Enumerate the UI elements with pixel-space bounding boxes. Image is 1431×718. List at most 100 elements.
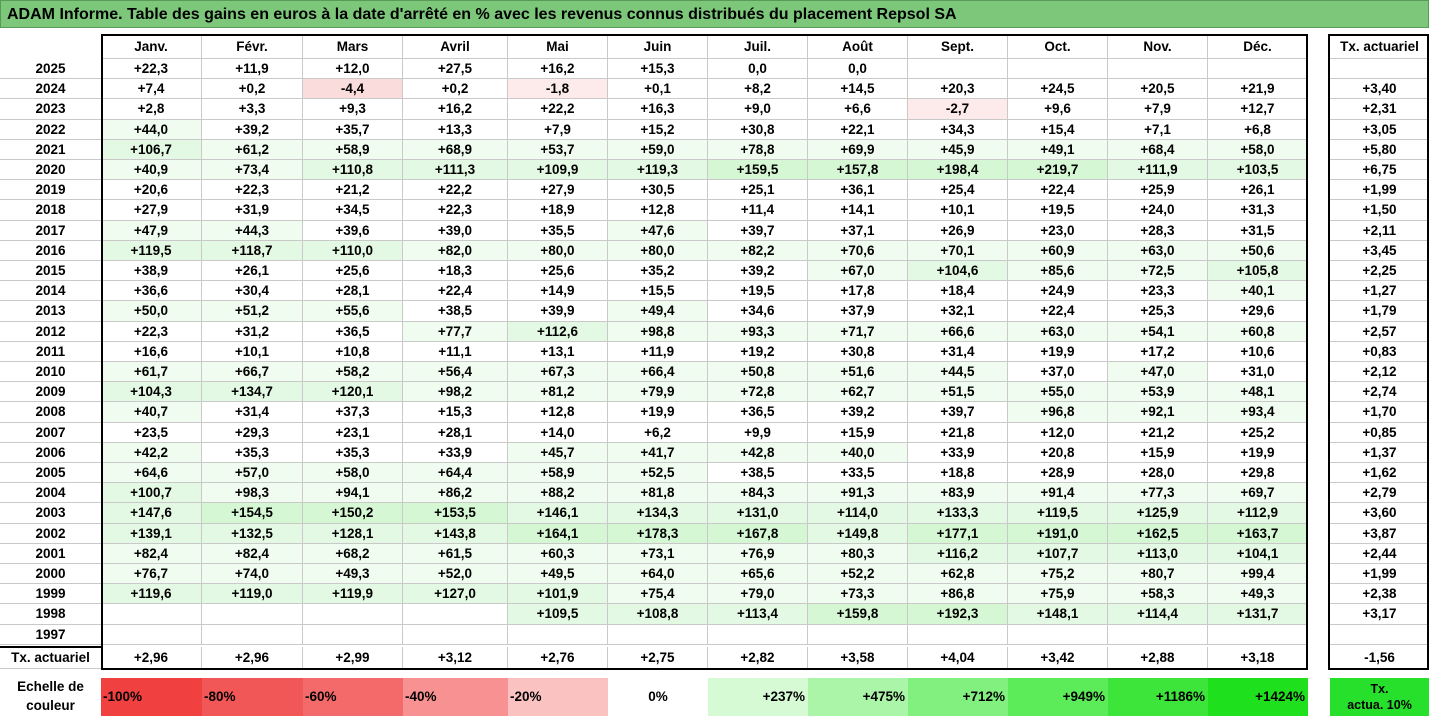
table-cell	[608, 625, 708, 645]
table-cell: +39,7	[908, 402, 1008, 423]
table-cell: +69,9	[808, 140, 908, 160]
table-cell: +86,2	[403, 483, 508, 503]
table-cell: +35,2	[608, 261, 708, 281]
table-cell: +104,1	[1208, 544, 1308, 564]
table-cell: +23,1	[303, 423, 403, 443]
table-cell	[708, 625, 808, 645]
table-cell: +132,5	[202, 524, 303, 544]
table-cell: +73,3	[808, 584, 908, 604]
table-cell: +41,7	[608, 443, 708, 463]
table-cell: +11,1	[403, 342, 508, 362]
table-cell: +20,8	[1008, 443, 1108, 463]
table-cell: +21,8	[908, 423, 1008, 443]
footer-cell: +4,04	[908, 647, 1008, 669]
table-cell: +45,9	[908, 140, 1008, 160]
table-cell: +72,5	[1108, 261, 1208, 281]
row-year-label: 2008	[0, 402, 101, 423]
table-cell: +18,4	[908, 281, 1008, 301]
table-cell: +25,4	[908, 180, 1008, 200]
table-cell: +110,0	[303, 241, 403, 261]
table-cell: +15,2	[608, 120, 708, 140]
legend-tx-swatch: Tx. actua. 10%	[1330, 678, 1429, 716]
table-cell	[403, 625, 508, 645]
table-cell: +58,9	[303, 140, 403, 160]
row-year-label: 2013	[0, 301, 101, 322]
table-cell: +33,9	[908, 443, 1008, 463]
table-cell: +11,9	[202, 59, 303, 79]
row-year-label: 2019	[0, 180, 101, 200]
table-cell: +14,0	[508, 423, 608, 443]
table-cell: +22,4	[403, 281, 508, 301]
footer-tx-value: -1,56	[1330, 647, 1429, 669]
table-cell: +15,9	[1108, 443, 1208, 463]
table-cell: +107,7	[1008, 544, 1108, 564]
column-header: Mai	[508, 35, 608, 59]
table-cell: +114,0	[808, 503, 908, 524]
row-year-label: 2003	[0, 503, 101, 524]
table-cell: +29,8	[1208, 463, 1308, 483]
table-cell: +22,2	[508, 99, 608, 120]
table-cell: +63,0	[1008, 322, 1108, 342]
table-cell: +51,5	[908, 382, 1008, 402]
table-cell: +69,7	[1208, 483, 1308, 503]
row-year-label: 2010	[0, 362, 101, 382]
table-cell: +53,9	[1108, 382, 1208, 402]
table-cell: +35,5	[508, 221, 608, 241]
row-tx-value: +0,83	[1330, 342, 1429, 362]
table-cell: +76,7	[101, 564, 202, 584]
table-cell: +29,3	[202, 423, 303, 443]
column-header: Juil.	[708, 35, 808, 59]
column-header: Oct.	[1008, 35, 1108, 59]
legend-swatch: 0%	[608, 678, 708, 716]
table-cell: +31,2	[202, 322, 303, 342]
table-cell	[1108, 59, 1208, 79]
row-tx-value: +2,11	[1330, 221, 1429, 241]
row-tx-value: +3,60	[1330, 503, 1429, 524]
table-cell: +37,3	[303, 402, 403, 423]
row-tx-value: +3,87	[1330, 524, 1429, 544]
table-cell: +40,0	[808, 443, 908, 463]
table-cell: +139,1	[101, 524, 202, 544]
table-cell: +37,0	[1008, 362, 1108, 382]
footer-cell: +3,42	[1008, 647, 1108, 669]
row-tx-value: +2,44	[1330, 544, 1429, 564]
row-year-label: 2016	[0, 241, 101, 261]
column-header: Juin	[608, 35, 708, 59]
table-cell	[101, 625, 202, 645]
table-cell: +50,0	[101, 301, 202, 322]
table-cell	[1008, 625, 1108, 645]
table-cell: +99,4	[1208, 564, 1308, 584]
table-cell: +49,3	[303, 564, 403, 584]
table-cell: +64,0	[608, 564, 708, 584]
table-cell: +22,3	[403, 200, 508, 221]
legend-swatch: +237%	[708, 678, 808, 716]
table-cell: +22,3	[202, 180, 303, 200]
table-cell: +25,9	[1108, 180, 1208, 200]
row-year-label: 2018	[0, 200, 101, 221]
row-tx-value: +2,79	[1330, 483, 1429, 503]
row-tx-value: +2,38	[1330, 584, 1429, 604]
table-cell: +82,0	[403, 241, 508, 261]
table-cell	[1008, 59, 1108, 79]
table-cell: +164,1	[508, 524, 608, 544]
table-cell: +127,0	[403, 584, 508, 604]
table-cell: +192,3	[908, 604, 1008, 625]
table-cell: 0,0	[808, 59, 908, 79]
table-cell: +40,1	[1208, 281, 1308, 301]
table-cell: +9,9	[708, 423, 808, 443]
table-cell: +68,9	[403, 140, 508, 160]
table-cell: +23,0	[1008, 221, 1108, 241]
table-cell: +148,1	[1008, 604, 1108, 625]
table-cell: +39,6	[303, 221, 403, 241]
table-cell: +162,5	[1108, 524, 1208, 544]
table-cell: +31,4	[202, 402, 303, 423]
table-cell: +73,1	[608, 544, 708, 564]
table-cell: +88,2	[508, 483, 608, 503]
table-cell: +22,3	[101, 322, 202, 342]
table-cell: +82,2	[708, 241, 808, 261]
table-cell: +13,3	[403, 120, 508, 140]
table-cell: +103,5	[1208, 160, 1308, 180]
table-cell: +108,8	[608, 604, 708, 625]
table-cell: +25,1	[708, 180, 808, 200]
table-cell: +25,2	[1208, 423, 1308, 443]
